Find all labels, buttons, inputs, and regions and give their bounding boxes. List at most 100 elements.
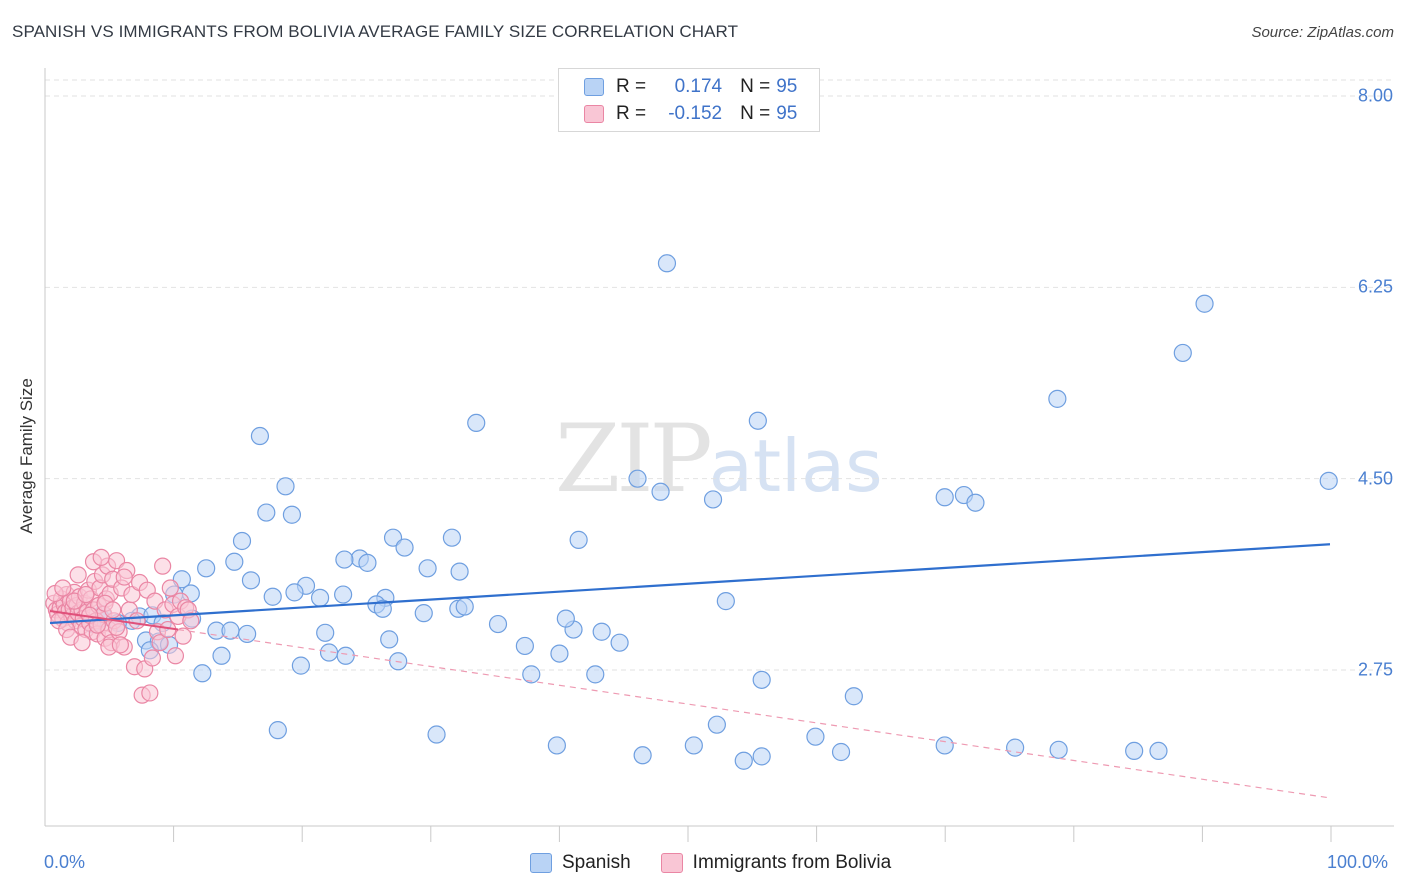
series-swatch-spanish [530, 853, 552, 873]
y-tick-label: 2.75 [1357, 659, 1393, 680]
watermark-atlas: atlas [708, 424, 883, 508]
trendline-bolivia [49, 609, 179, 631]
point-bolivia [151, 634, 169, 652]
point-bolivia [54, 579, 72, 597]
series-label-bolivia: Immigrants from Bolivia [692, 852, 892, 873]
x-tick-label-min: 0.0% [44, 852, 86, 872]
point-bolivia [104, 601, 122, 619]
point-spanish [752, 747, 771, 766]
legend-n-value: 95 [776, 103, 798, 124]
point-spanish [414, 604, 433, 623]
point-spanish [383, 528, 403, 547]
series-swatch-bolivia [660, 853, 683, 873]
point-spanish [282, 505, 302, 524]
point-spanish [1049, 740, 1068, 759]
point-spanish [334, 585, 353, 604]
point-spanish [316, 623, 335, 642]
point-spanish [703, 490, 723, 509]
point-spanish [1195, 294, 1214, 313]
point-spanish [831, 742, 851, 762]
point-spanish [1048, 389, 1067, 408]
point-spanish [335, 550, 354, 569]
point-spanish [569, 530, 588, 549]
point-spanish [238, 624, 257, 644]
point-spanish [358, 553, 377, 572]
point-spanish [628, 469, 647, 488]
point-spanish [1149, 741, 1168, 761]
point-spanish [716, 592, 735, 611]
point-spanish [268, 721, 287, 740]
point-bolivia [111, 636, 130, 654]
point-bolivia [174, 627, 192, 645]
correlation-legend: R = 0.174 N = 95 R = -0.152 N = 95 [558, 68, 820, 132]
point-spanish [488, 614, 508, 634]
y-axis-title: Average Family Size [17, 378, 36, 534]
point-spanish [257, 503, 276, 522]
point-bolivia [154, 557, 172, 575]
legend-row-spanish: R = 0.174 N = 95 [584, 75, 797, 99]
trend-lines [49, 543, 1331, 799]
point-spanish [285, 583, 304, 602]
point-bolivia [73, 634, 91, 652]
point-spanish [550, 644, 569, 663]
trendline-bolivia-extension [177, 628, 1331, 799]
point-spanish [651, 482, 670, 501]
point-spanish [263, 587, 282, 606]
chart-source: Source: ZipAtlas.com [1251, 24, 1394, 41]
point-bolivia [166, 647, 185, 665]
point-spanish [752, 670, 771, 689]
point-spanish [1173, 343, 1192, 363]
point-spanish [197, 559, 216, 578]
point-spanish [373, 599, 392, 618]
point-spanish [418, 559, 437, 578]
series-label-spanish: Spanish [562, 852, 631, 873]
y-tick-label: 8.00 [1357, 85, 1393, 106]
point-spanish [193, 664, 212, 683]
point-bolivia [115, 568, 133, 586]
point-spanish [310, 588, 330, 607]
point-spanish [241, 571, 261, 590]
series-legend-spanish[interactable]: Spanish [530, 852, 631, 874]
data-points [45, 254, 1338, 770]
point-spanish [806, 727, 825, 746]
watermark: ZIPatlas [555, 405, 883, 514]
point-spanish [250, 426, 270, 446]
y-tick-label: 4.50 [1357, 468, 1393, 489]
point-bolivia [143, 649, 161, 667]
point-spanish [935, 736, 954, 755]
point-bolivia [141, 684, 159, 702]
point-spanish [556, 609, 575, 628]
legend-swatch-bolivia [584, 105, 604, 123]
point-spanish [966, 493, 985, 512]
point-spanish [684, 736, 703, 755]
point-spanish [212, 646, 231, 665]
series-legend: Spanish Immigrants from Bolivia [530, 852, 921, 874]
point-spanish [467, 413, 486, 433]
point-spanish [1319, 471, 1338, 490]
point-bolivia [128, 612, 146, 630]
x-tick-label-max: 100.0% [1327, 852, 1389, 872]
point-spanish [707, 715, 726, 734]
point-spanish [276, 477, 295, 496]
point-spanish [232, 531, 252, 551]
point-spanish [633, 746, 652, 765]
point-spanish [395, 538, 414, 557]
series-legend-bolivia[interactable]: Immigrants from Bolivia [660, 852, 892, 874]
point-spanish [1006, 738, 1025, 757]
point-bolivia [92, 548, 110, 566]
point-spanish [610, 633, 629, 652]
point-spanish [336, 646, 355, 665]
point-spanish [380, 630, 399, 649]
legend-r-value: 0.174 [674, 76, 723, 97]
point-spanish [734, 751, 753, 770]
point-spanish [592, 622, 611, 641]
axes [44, 68, 1394, 842]
point-bolivia [69, 566, 87, 584]
point-spanish [450, 562, 469, 581]
legend-n-label: N = [740, 76, 771, 97]
point-bolivia [161, 579, 179, 597]
point-spanish [291, 656, 310, 675]
point-spanish [515, 636, 534, 656]
point-spanish [657, 254, 677, 273]
